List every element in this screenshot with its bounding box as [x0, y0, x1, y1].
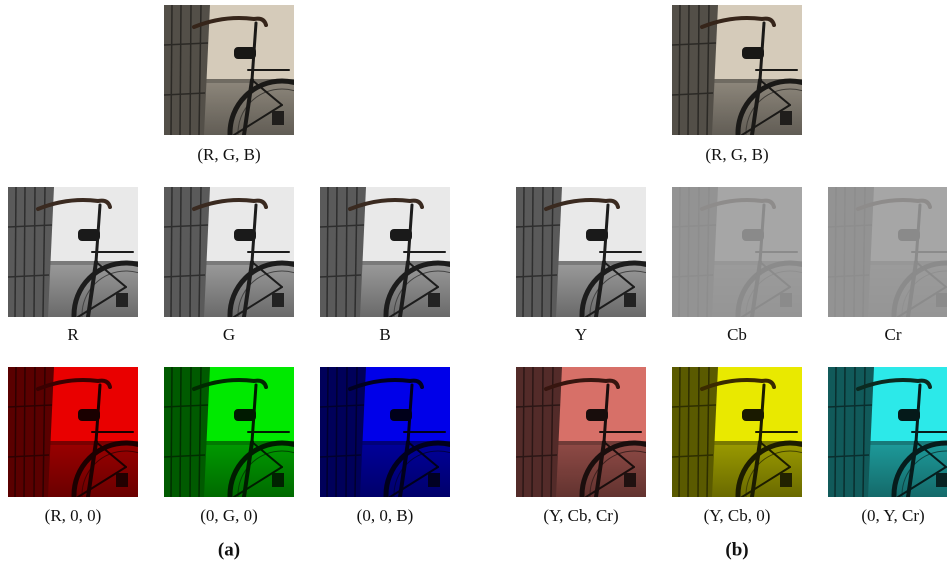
image-caption: (0, 0, B)	[357, 506, 414, 525]
image-caption: B	[379, 325, 390, 344]
tile-tint	[672, 367, 802, 497]
image-tile	[164, 187, 334, 367]
tile-photo	[8, 187, 178, 367]
image-tile	[672, 187, 842, 367]
panel-label: (b)	[725, 539, 748, 560]
image-caption: (R, G, B)	[197, 145, 260, 164]
image-tile	[516, 187, 686, 367]
tile-photo	[516, 187, 686, 367]
image-caption: (R, G, B)	[705, 145, 768, 164]
tile-tint	[164, 367, 294, 497]
tile-photo	[672, 187, 842, 367]
image-caption: R	[67, 325, 79, 344]
figure: (R, G, B) R G B (R, 0, 0) (0, G, 0) (0, 0, B) (…	[0, 0, 947, 566]
image-caption: (Y, Cb, Cr)	[543, 506, 618, 525]
tile-photo	[320, 187, 490, 367]
image-caption: Y	[575, 325, 587, 344]
image-caption: G	[223, 325, 235, 344]
image-caption: (0, G, 0)	[200, 506, 258, 525]
tile-tint	[8, 367, 138, 497]
image-tile	[8, 187, 178, 367]
tile-tint	[164, 5, 294, 135]
tile-tint	[672, 5, 802, 135]
image-caption: (Y, Cb, 0)	[704, 506, 771, 525]
image-caption: (R, 0, 0)	[45, 506, 102, 525]
tile-tint	[828, 367, 947, 497]
image-caption: (0, Y, Cr)	[861, 506, 924, 525]
image-caption: Cb	[727, 325, 747, 344]
tile-tint	[516, 367, 646, 497]
image-tile	[320, 187, 490, 367]
image-caption: Cr	[885, 325, 902, 344]
tile-tint	[320, 367, 450, 497]
tile-photo	[164, 187, 334, 367]
panel-label: (a)	[218, 539, 240, 560]
